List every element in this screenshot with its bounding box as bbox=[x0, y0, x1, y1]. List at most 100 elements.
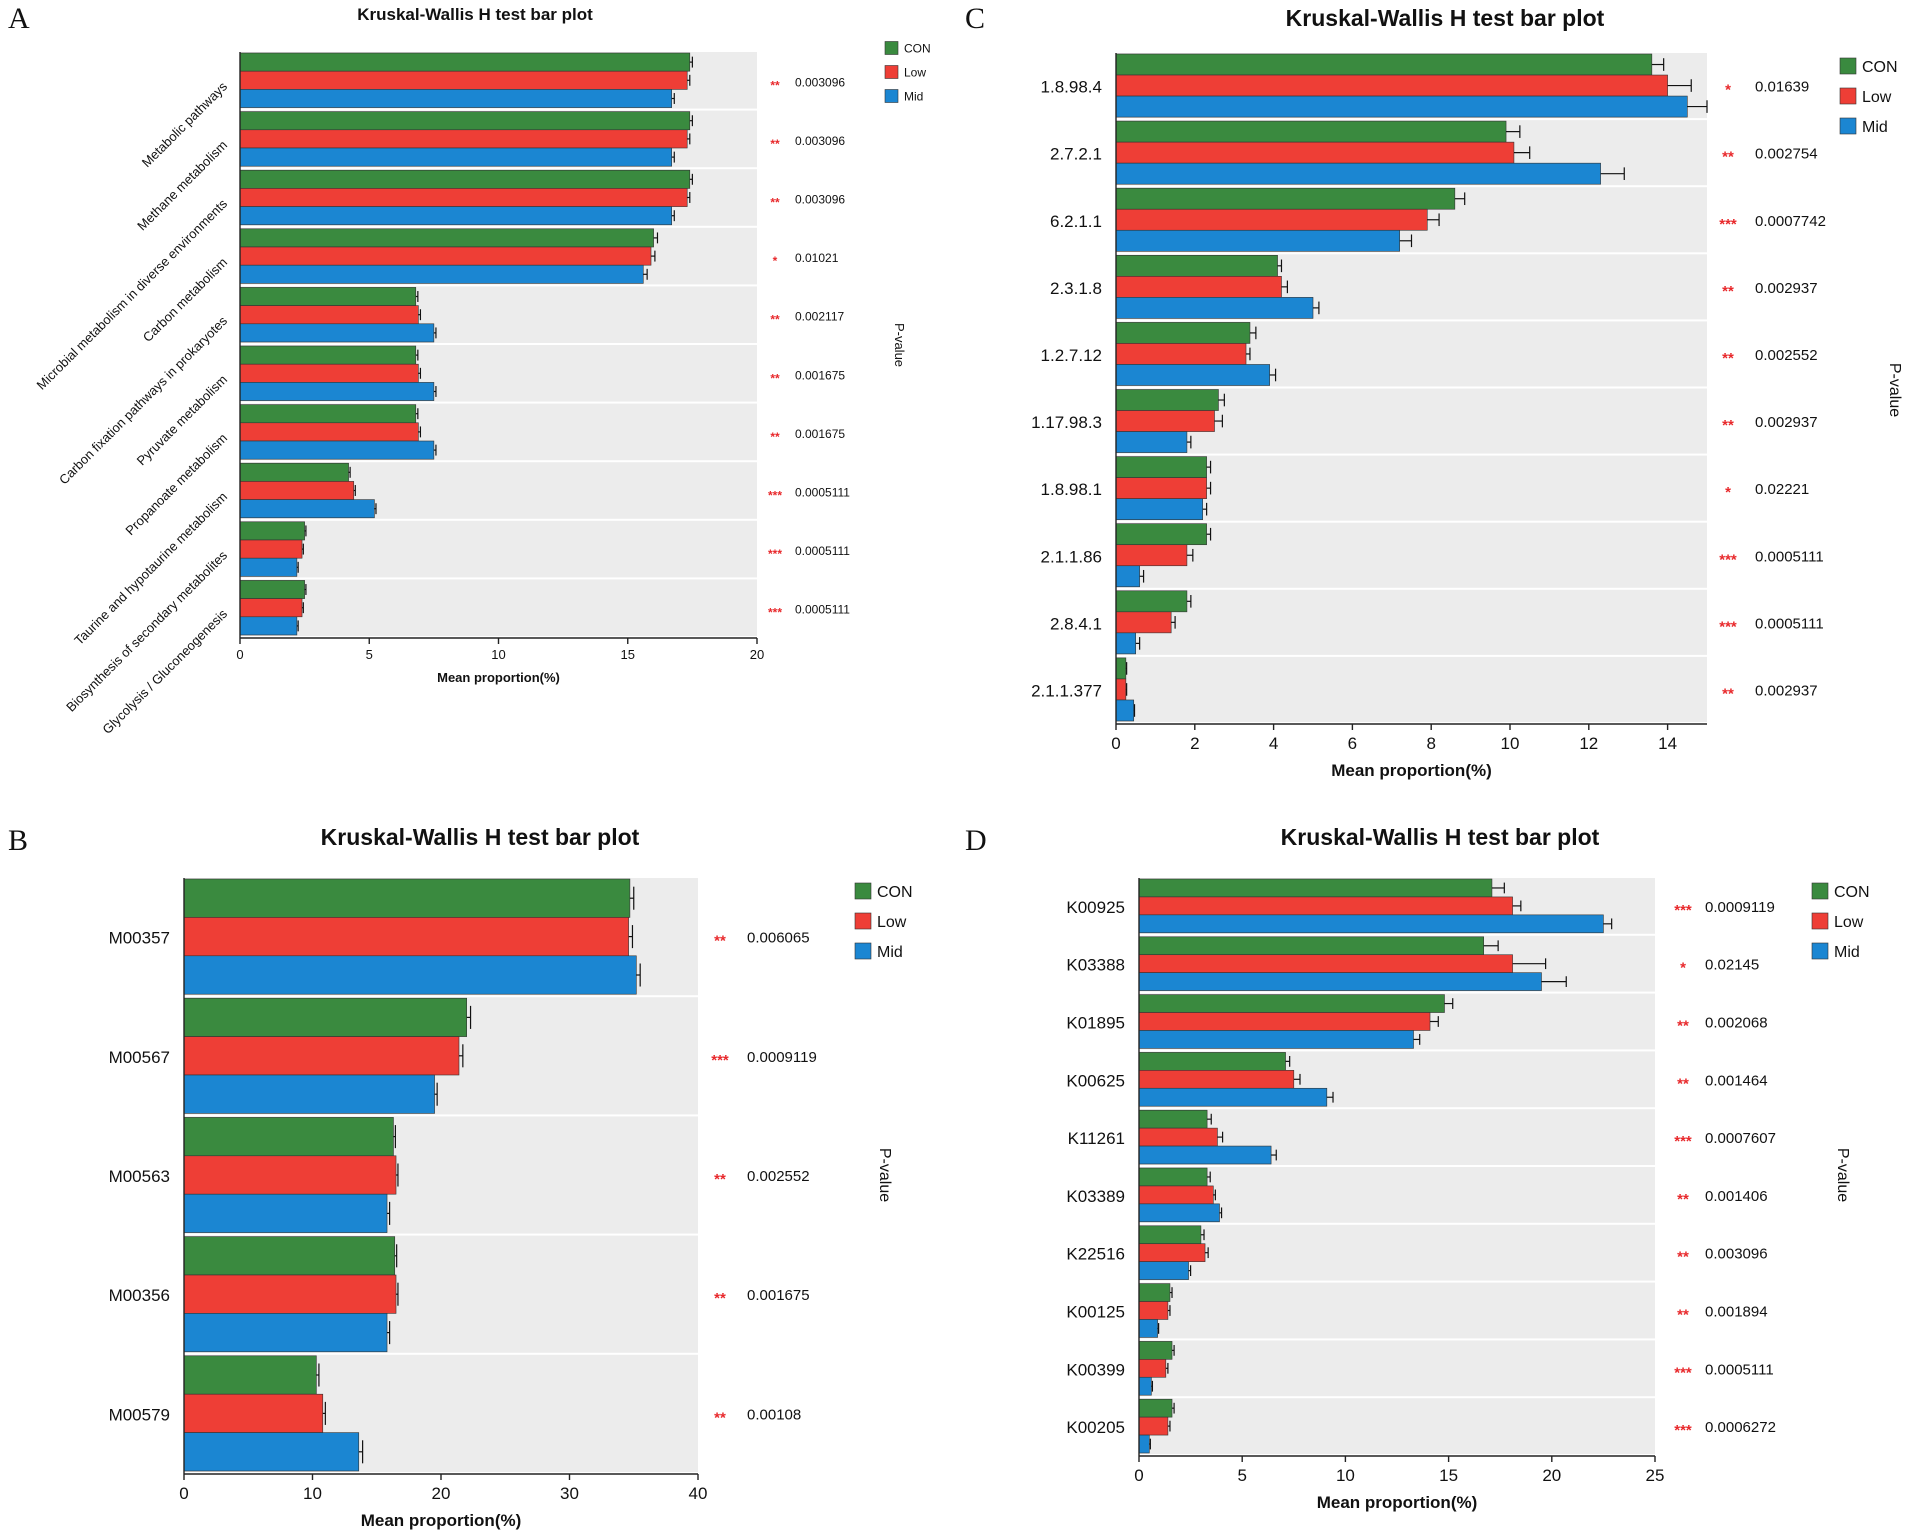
x-tick-label: 10 bbox=[1336, 1466, 1355, 1485]
x-tick-label: 15 bbox=[1439, 1466, 1458, 1485]
legend-label: Low bbox=[1862, 89, 1892, 106]
bar-con bbox=[239, 404, 417, 424]
p-value-axis-label: P-value bbox=[1886, 363, 1903, 417]
significance-stars: ** bbox=[714, 1409, 726, 1426]
p-value: 0.0005111 bbox=[1755, 548, 1824, 565]
x-tick-label: 6 bbox=[1348, 734, 1357, 753]
legend-swatch-con bbox=[884, 41, 899, 55]
x-tick-label: 12 bbox=[1579, 734, 1598, 753]
bar-low bbox=[183, 1274, 397, 1314]
x-tick-label: 20 bbox=[1542, 1466, 1561, 1485]
category-label: M00579 bbox=[109, 1405, 170, 1424]
category-label: M00563 bbox=[109, 1167, 170, 1186]
x-tick-label: 40 bbox=[689, 1484, 708, 1503]
significance-stars: * bbox=[1725, 82, 1731, 99]
p-value: 0.0007742 bbox=[1755, 213, 1826, 230]
bar-con bbox=[1115, 53, 1653, 76]
bar-con bbox=[1138, 994, 1445, 1013]
significance-stars: ** bbox=[714, 1290, 726, 1307]
bar-mid bbox=[1115, 498, 1203, 520]
bar-con bbox=[1115, 187, 1456, 210]
panel-letter: C bbox=[965, 2, 985, 35]
category-band bbox=[1139, 1167, 1655, 1223]
bar-con bbox=[183, 1355, 317, 1395]
category-label: K22516 bbox=[1066, 1245, 1125, 1264]
x-tick-label: 20 bbox=[432, 1484, 451, 1503]
legend-label: Mid bbox=[1834, 944, 1860, 961]
p-value: 0.01639 bbox=[1755, 79, 1809, 96]
bar-con bbox=[1138, 1341, 1173, 1360]
bar-mid bbox=[1138, 1261, 1189, 1280]
bar-mid bbox=[183, 1432, 360, 1472]
bar-con bbox=[183, 1236, 396, 1276]
category-label: K00205 bbox=[1066, 1418, 1125, 1437]
category-label: K00625 bbox=[1066, 1071, 1125, 1090]
bar-con bbox=[1115, 657, 1127, 680]
bar-mid bbox=[183, 1313, 388, 1353]
x-tick-label: 5 bbox=[1237, 1466, 1246, 1485]
legend-swatch-mid bbox=[1839, 117, 1857, 135]
panel-a: A Kruskal-Wallis H test bar plotMetabolic… bbox=[8, 2, 931, 737]
category-label: 2.8.4.1 bbox=[1050, 614, 1102, 633]
x-axis-label: Mean proportion(%) bbox=[1317, 1493, 1478, 1512]
legend-label: Low bbox=[904, 65, 926, 79]
x-axis-label: Mean proportion(%) bbox=[361, 1511, 522, 1530]
category-label: 1.8.98.4 bbox=[1041, 78, 1102, 97]
significance-stars: ** bbox=[770, 196, 780, 210]
bar-mid bbox=[1138, 914, 1604, 934]
significance-stars: ** bbox=[714, 933, 726, 950]
p-value: 0.02221 bbox=[1755, 481, 1809, 498]
significance-stars: *** bbox=[711, 1052, 729, 1069]
category-band bbox=[1139, 1340, 1655, 1397]
significance-stars: ** bbox=[770, 78, 780, 92]
bar-mid bbox=[1115, 699, 1135, 722]
bar-mid bbox=[1115, 431, 1188, 453]
x-tick-label: 0 bbox=[1134, 1466, 1143, 1485]
x-tick-label: 8 bbox=[1426, 734, 1435, 753]
bar-mid bbox=[183, 1193, 388, 1233]
p-value: 0.003096 bbox=[795, 193, 845, 207]
p-value: 0.0007607 bbox=[1705, 1130, 1776, 1147]
bar-mid bbox=[239, 147, 672, 167]
category-band bbox=[1116, 522, 1707, 588]
x-tick-label: 20 bbox=[750, 647, 764, 662]
category-label: 2.1.1.377 bbox=[1031, 681, 1102, 700]
category-label: 2.3.1.8 bbox=[1050, 279, 1102, 298]
bar-low bbox=[1115, 611, 1172, 634]
p-value: 0.0005111 bbox=[795, 603, 850, 617]
significance-stars: ** bbox=[1677, 1307, 1689, 1324]
category-band bbox=[1116, 589, 1707, 655]
bar-low bbox=[1138, 1012, 1431, 1031]
bar-low bbox=[239, 246, 652, 266]
significance-stars: * bbox=[1725, 484, 1731, 501]
category-label: 2.7.2.1 bbox=[1050, 145, 1102, 164]
bar-mid bbox=[239, 557, 298, 577]
category-label: M00567 bbox=[109, 1048, 170, 1067]
legend-label: Mid bbox=[904, 89, 923, 103]
bar-con bbox=[183, 878, 631, 918]
panel-letter: A bbox=[8, 2, 30, 35]
bar-mid bbox=[183, 1074, 435, 1114]
category-label: 1.8.98.1 bbox=[1041, 480, 1102, 499]
category-label: Propanoate metabolism bbox=[122, 430, 230, 538]
significance-stars: ** bbox=[1722, 417, 1734, 434]
p-value: 0.002552 bbox=[747, 1168, 810, 1185]
bar-low bbox=[1138, 1416, 1169, 1436]
x-axis-label: Mean proportion(%) bbox=[437, 670, 560, 685]
p-value: 0.001675 bbox=[747, 1287, 810, 1304]
significance-stars: ** bbox=[1722, 350, 1734, 367]
bar-low bbox=[1115, 141, 1515, 164]
bar-con bbox=[1138, 1283, 1171, 1302]
category-band bbox=[1116, 656, 1707, 722]
bar-mid bbox=[239, 499, 375, 519]
bar-mid bbox=[1138, 1376, 1152, 1396]
bar-low bbox=[183, 1393, 324, 1433]
category-label: K03389 bbox=[1066, 1187, 1125, 1206]
bar-low bbox=[239, 363, 419, 383]
bar-con bbox=[239, 228, 654, 248]
x-tick-label: 25 bbox=[1646, 1466, 1665, 1485]
significance-stars: *** bbox=[1674, 1422, 1692, 1439]
legend-swatch-con bbox=[1839, 57, 1857, 75]
bar-low bbox=[1138, 896, 1513, 916]
p-value: 0.003096 bbox=[795, 75, 845, 89]
